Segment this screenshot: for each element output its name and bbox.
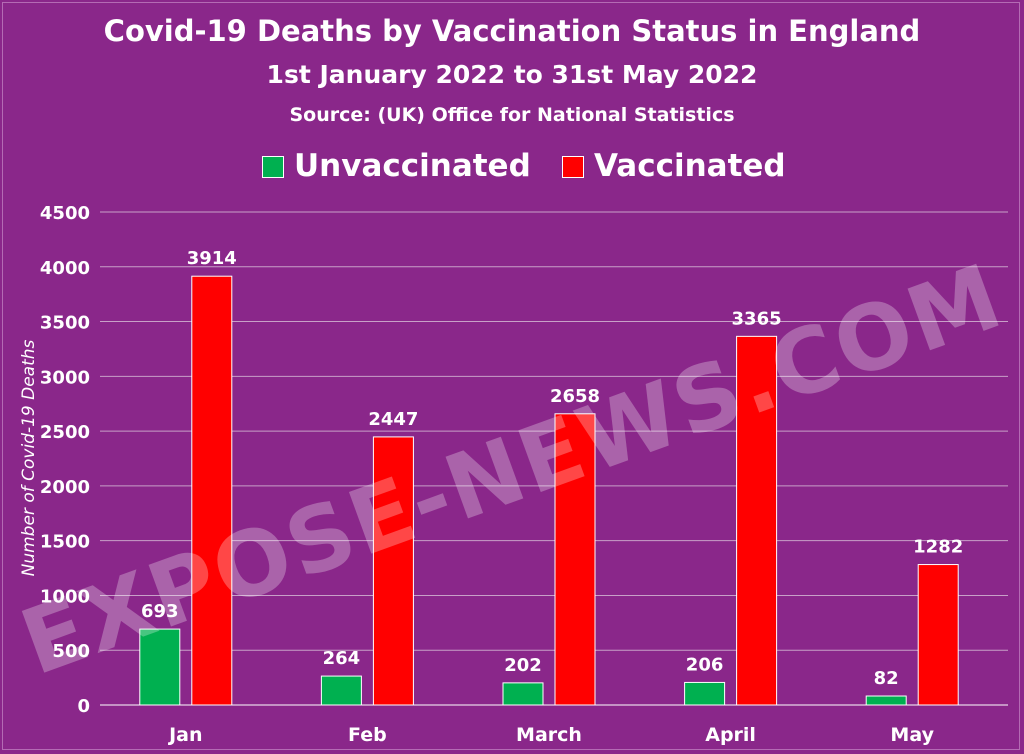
bar-vaccinated xyxy=(917,564,959,706)
data-label: 693 xyxy=(141,601,179,622)
y-tick-label: 2000 xyxy=(40,477,90,498)
chart-subtitle: 1st January 2022 to 31st May 2022 xyxy=(266,60,758,89)
x-tick-label: April xyxy=(705,724,756,746)
y-tick-label: 4000 xyxy=(40,258,90,279)
legend-label-unvaccinated: Unvaccinated xyxy=(294,148,531,184)
data-label: 2658 xyxy=(550,386,600,407)
data-label: 3914 xyxy=(187,248,237,269)
data-label: 264 xyxy=(323,648,361,669)
y-tick-label: 4500 xyxy=(40,203,90,224)
bar-vaccinated xyxy=(372,436,414,706)
y-tick-label: 0 xyxy=(77,696,90,717)
y-tick-label: 3500 xyxy=(40,313,90,334)
x-tick-label: Feb xyxy=(348,724,387,746)
chart-source: Source: (UK) Office for National Statist… xyxy=(289,104,735,126)
bar-unvaccinated xyxy=(139,628,181,706)
bar-vaccinated xyxy=(736,335,778,706)
bar-vaccinated xyxy=(554,413,596,706)
chart-title: Covid-19 Deaths by Vaccination Status in… xyxy=(103,14,921,48)
bar-vaccinated xyxy=(191,275,233,706)
legend-label-vaccinated: Vaccinated xyxy=(594,148,786,184)
data-label: 82 xyxy=(874,668,899,689)
y-tick-label: 2500 xyxy=(40,422,90,443)
x-tick-label: Jan xyxy=(167,724,202,746)
y-tick-label: 500 xyxy=(52,641,90,662)
bar-unvaccinated xyxy=(865,695,907,706)
chart-legend: Unvaccinated Vaccinated xyxy=(0,146,1024,186)
legend-swatch-vaccinated xyxy=(562,156,584,178)
bar-unvaccinated xyxy=(684,681,726,706)
x-tick-label: March xyxy=(516,724,582,746)
bar-unvaccinated xyxy=(502,682,544,706)
bar-unvaccinated xyxy=(320,675,362,706)
y-tick-label: 1000 xyxy=(40,586,90,607)
data-label: 2447 xyxy=(368,409,418,430)
y-tick-label: 1500 xyxy=(40,532,90,553)
data-label: 206 xyxy=(686,654,724,675)
x-tick-label: May xyxy=(890,724,934,746)
data-label: 1282 xyxy=(913,537,963,558)
data-label: 202 xyxy=(504,655,542,676)
y-tick-label: 3000 xyxy=(40,367,90,388)
legend-swatch-unvaccinated xyxy=(262,156,284,178)
y-axis-label: Number of Covid-19 Deaths xyxy=(19,339,39,576)
data-label: 3365 xyxy=(732,308,782,329)
